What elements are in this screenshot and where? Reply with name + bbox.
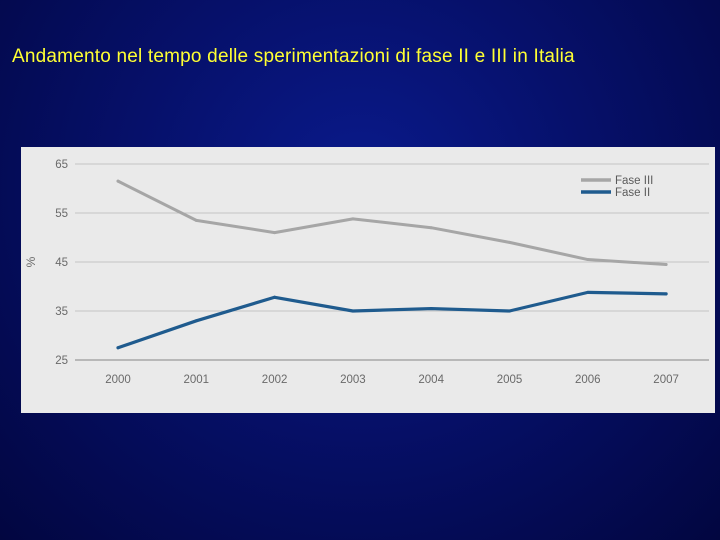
data-point-fase-ii-2006 xyxy=(586,290,590,294)
x-tick-2002: 2002 xyxy=(262,374,288,386)
x-tick-2001: 2001 xyxy=(184,374,210,386)
x-tick-2004: 2004 xyxy=(418,374,444,386)
x-tick-2003: 2003 xyxy=(340,374,366,386)
data-point-fase-iii-2007 xyxy=(664,262,668,266)
x-tick-2006: 2006 xyxy=(575,374,601,386)
data-point-fase-ii-2003 xyxy=(351,309,355,313)
y-tick-55: 55 xyxy=(55,208,68,220)
data-point-fase-iii-2005 xyxy=(508,240,511,244)
x-tick-2005: 2005 xyxy=(497,374,523,386)
y-tick-35: 35 xyxy=(55,306,68,318)
data-point-fase-iii-2003 xyxy=(351,217,355,221)
data-point-fase-ii-2005 xyxy=(508,309,511,313)
series-lines xyxy=(116,179,668,350)
data-point-fase-iii-2004 xyxy=(429,226,433,230)
y-tick-65: 65 xyxy=(55,159,68,171)
x-tick-labels: 2000 2001 2002 2003 2004 2005 2006 2007 xyxy=(105,374,679,386)
data-point-fase-ii-2002 xyxy=(273,295,277,299)
slide-title: Andamento nel tempo delle sperimentazion… xyxy=(12,46,575,67)
data-point-fase-ii-2000 xyxy=(116,346,120,350)
legend-label-fase-iii: Fase III xyxy=(615,175,653,187)
data-point-fase-ii-2004 xyxy=(429,307,433,311)
y-axis-label: % xyxy=(24,256,38,267)
data-point-fase-iii-2002 xyxy=(273,231,277,235)
data-point-fase-iii-2006 xyxy=(586,258,590,262)
legend-label-fase-ii: Fase II xyxy=(615,187,650,199)
series-line-fase-iii xyxy=(116,179,668,266)
data-point-fase-ii-2001 xyxy=(194,319,198,323)
y-tick-25: 25 xyxy=(55,355,68,367)
y-tick-labels: 25 35 45 55 65 xyxy=(55,159,68,367)
chart-panel: 25 35 45 55 65 2000 2001 2002 2003 2004 2005 2006 2… xyxy=(21,147,715,413)
data-point-fase-ii-2007 xyxy=(664,292,668,296)
x-tick-2007: 2007 xyxy=(653,374,679,386)
series-line-fase-ii xyxy=(116,290,668,350)
y-tick-45: 45 xyxy=(55,257,68,269)
data-point-fase-iii-2000 xyxy=(116,179,120,183)
data-point-fase-iii-2001 xyxy=(194,218,198,222)
x-tick-2000: 2000 xyxy=(105,374,131,386)
